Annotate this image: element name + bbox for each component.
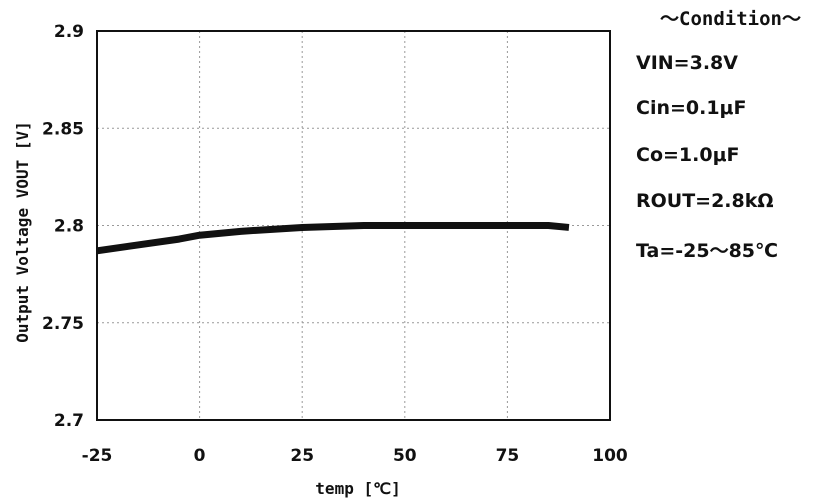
condition-title: ～Condition～ [660, 8, 801, 30]
x-tick-label: 75 [496, 446, 520, 466]
x-tick-label: -25 [82, 446, 113, 466]
x-axis-title: temp [℃] [315, 479, 400, 498]
y-tick-label: 2.9 [54, 22, 84, 42]
condition-ta: Ta=-25～85℃ [636, 240, 779, 262]
x-tick-label: 50 [393, 446, 417, 466]
condition-cin: Cin=0.1μF [636, 97, 747, 119]
y-axis-title: Output Voltage VOUT [V] [13, 121, 32, 343]
plot-area-frame [96, 30, 611, 421]
x-tick-label: 100 [592, 446, 628, 466]
x-tick-labels: -25 0 25 50 75 100 [82, 446, 628, 466]
condition-rout: ROUT=2.8kΩ [636, 190, 774, 212]
y-tick-label: 2.85 [42, 119, 84, 139]
x-tick-label: 25 [290, 446, 314, 466]
y-tick-label: 2.7 [54, 411, 84, 431]
y-tick-label: 2.75 [42, 314, 84, 334]
condition-vin: VIN=3.8V [636, 52, 738, 74]
y-tick-labels: 2.7 2.75 2.8 2.85 2.9 [42, 22, 84, 431]
y-tick-label: 2.8 [54, 217, 84, 237]
series-group [96, 222, 570, 255]
condition-co: Co=1.0μF [636, 144, 740, 166]
series-line [96, 222, 570, 255]
x-tick-label: 0 [194, 446, 206, 466]
